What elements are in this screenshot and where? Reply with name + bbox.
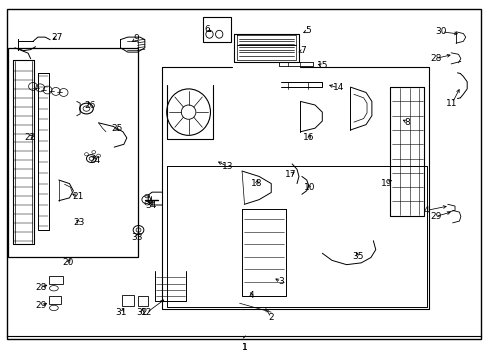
Text: 16: 16 xyxy=(303,133,314,142)
Text: 28: 28 xyxy=(36,283,47,292)
Bar xyxy=(203,17,231,42)
Text: 26: 26 xyxy=(84,101,95,110)
Text: 11: 11 xyxy=(446,99,457,108)
Text: 25: 25 xyxy=(111,124,122,133)
Text: 3: 3 xyxy=(278,277,283,286)
Text: 31: 31 xyxy=(116,309,127,318)
Text: 1: 1 xyxy=(241,343,247,352)
Text: 33: 33 xyxy=(131,233,142,242)
Bar xyxy=(137,296,148,306)
Text: 8: 8 xyxy=(404,118,409,127)
Text: 15: 15 xyxy=(316,61,327,70)
Text: 20: 20 xyxy=(62,258,74,267)
Text: 35: 35 xyxy=(351,252,363,261)
Text: 5: 5 xyxy=(304,26,310,35)
Text: 23: 23 xyxy=(73,219,85,228)
Text: 34: 34 xyxy=(145,201,157,210)
Text: 2: 2 xyxy=(268,313,273,322)
Text: 19: 19 xyxy=(381,179,392,188)
Text: 29: 29 xyxy=(429,212,440,221)
Text: 10: 10 xyxy=(303,183,315,192)
Text: 4: 4 xyxy=(248,291,254,300)
Text: 13: 13 xyxy=(221,162,233,171)
Text: 9: 9 xyxy=(133,35,139,44)
Text: 28: 28 xyxy=(429,54,440,63)
Text: 7: 7 xyxy=(299,46,305,55)
Text: 6: 6 xyxy=(204,25,210,34)
Text: 4: 4 xyxy=(423,206,429,215)
Text: 24: 24 xyxy=(89,156,100,165)
Text: 12: 12 xyxy=(141,309,152,318)
Text: 29: 29 xyxy=(36,301,47,310)
Text: 30: 30 xyxy=(435,27,446,36)
Text: 27: 27 xyxy=(52,33,63,42)
Text: 22: 22 xyxy=(24,132,36,141)
Text: 14: 14 xyxy=(332,83,344,92)
Bar xyxy=(49,296,61,304)
Bar xyxy=(122,295,134,306)
Text: 17: 17 xyxy=(285,170,296,179)
Text: 32: 32 xyxy=(137,309,148,318)
Bar xyxy=(49,276,62,284)
Text: 18: 18 xyxy=(250,179,262,188)
Text: 1: 1 xyxy=(241,343,247,352)
Bar xyxy=(8,48,138,257)
Text: 21: 21 xyxy=(72,192,84,201)
